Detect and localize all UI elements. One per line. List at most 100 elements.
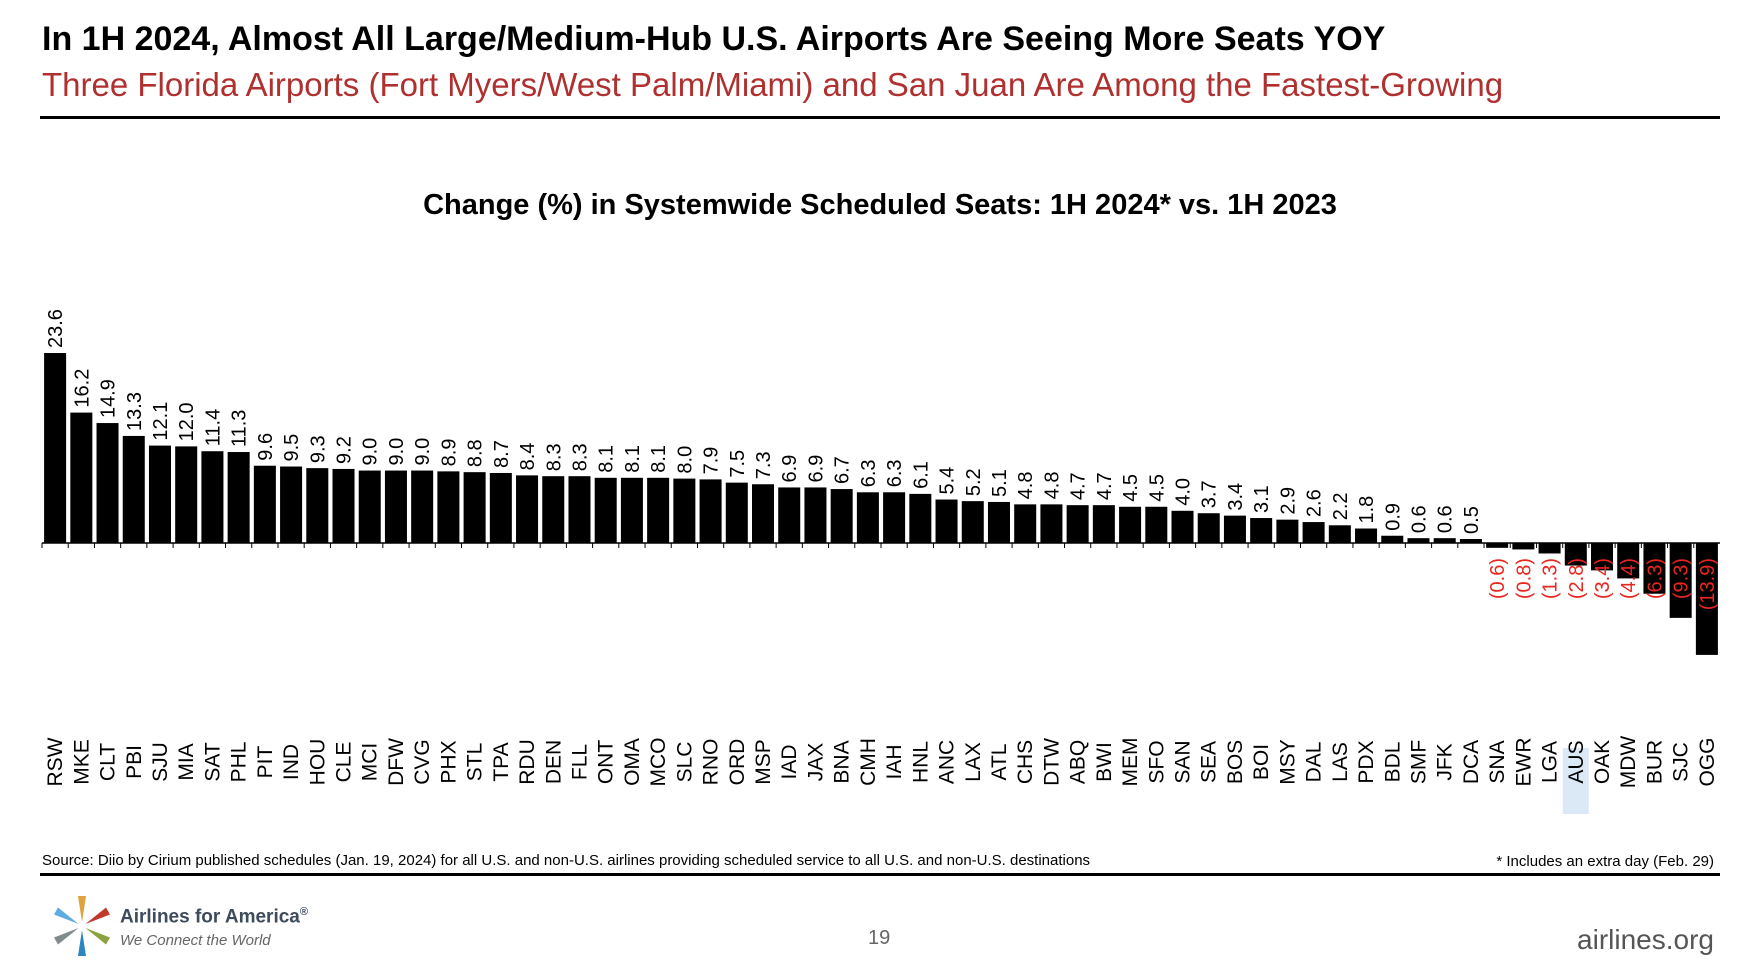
data-label: 9.6 — [255, 433, 277, 461]
data-label: 0.9 — [1382, 503, 1404, 531]
category-label: BUR — [1643, 740, 1666, 784]
category-label: JFK — [1434, 743, 1457, 780]
data-label: 9.5 — [281, 434, 303, 462]
category-label: MDW — [1617, 736, 1640, 789]
category-label: SLC — [673, 742, 696, 783]
category-label: SEA — [1198, 741, 1221, 783]
category-label: MSY — [1276, 739, 1299, 785]
category-label: OMA — [621, 738, 644, 786]
chart-title: Change (%) in Systemwide Scheduled Seats… — [423, 189, 1337, 221]
page-subtitle: Three Florida Airports (Fort Myers/West … — [42, 66, 1504, 103]
bar — [647, 477, 670, 543]
category-label: CLE — [333, 742, 356, 783]
category-label: ANC — [936, 740, 959, 784]
bar — [752, 484, 775, 544]
bar — [516, 475, 539, 543]
category-label: MKE — [70, 739, 93, 785]
category-label: PBI — [123, 745, 146, 779]
category-label: ABQ — [1067, 740, 1090, 784]
category-label: HNL — [909, 741, 932, 783]
header-divider — [40, 116, 1720, 119]
category-label: FLL — [568, 744, 591, 780]
footnote: * Includes an extra day (Feb. 29) — [1496, 853, 1714, 870]
category-label: HOU — [306, 739, 329, 786]
data-label: 2.6 — [1304, 489, 1326, 517]
bar — [830, 489, 853, 543]
data-label: 4.7 — [1068, 472, 1090, 500]
data-label: 23.6 — [45, 309, 67, 348]
data-label: 0.6 — [1408, 505, 1430, 533]
data-label: 4.8 — [1041, 472, 1063, 500]
brand-tagline: We Connect the World — [120, 932, 271, 949]
bar — [384, 470, 407, 543]
brand-name: Airlines for America® — [120, 906, 308, 928]
category-label: DAL — [1303, 742, 1326, 783]
category-label: DEN — [542, 740, 565, 784]
data-label: 8.1 — [622, 445, 644, 473]
category-label: ONT — [595, 740, 618, 785]
category-label: OAK — [1591, 740, 1614, 784]
category-label: IAD — [778, 744, 801, 779]
bar — [253, 465, 276, 543]
data-label: 6.9 — [805, 455, 827, 483]
category-label: PDX — [1355, 740, 1378, 783]
category-label: IAH — [883, 744, 906, 779]
category-label: BDL — [1381, 742, 1404, 783]
bar — [96, 423, 119, 544]
data-label: 8.4 — [517, 443, 539, 471]
data-label: (0.6) — [1487, 558, 1509, 599]
data-label: 6.7 — [832, 456, 854, 484]
bar — [1355, 528, 1378, 543]
source-note: Source: Diio by Cirium published schedul… — [42, 852, 1091, 869]
bar — [1591, 543, 1614, 571]
category-label: SFO — [1145, 740, 1168, 783]
bar — [332, 468, 355, 543]
bar — [856, 492, 879, 543]
data-label: 0.6 — [1435, 505, 1457, 533]
data-label: 9.3 — [307, 435, 329, 463]
bar — [1014, 504, 1037, 543]
bar — [122, 435, 145, 544]
category-label: CLT — [97, 743, 120, 781]
category-label: PIT — [254, 745, 277, 778]
data-label: 16.2 — [71, 369, 93, 408]
bar — [1092, 505, 1115, 543]
category-label: SJC — [1670, 742, 1693, 782]
category-label: ORD — [726, 739, 749, 786]
page-number: 19 — [868, 927, 891, 949]
bar — [1250, 518, 1273, 543]
category-label: DTW — [1040, 738, 1063, 786]
website-link[interactable]: airlines.org — [1577, 924, 1714, 955]
data-label: 8.9 — [438, 439, 460, 467]
data-label: 0.5 — [1461, 506, 1483, 534]
category-label: RNO — [700, 739, 723, 786]
data-label: 12.0 — [176, 402, 198, 441]
data-label: (9.3) — [1671, 558, 1693, 599]
data-label: 11.4 — [202, 409, 224, 446]
category-label: OGG — [1696, 737, 1719, 786]
bar — [1328, 525, 1351, 543]
bar — [1145, 506, 1168, 543]
bar — [883, 492, 906, 543]
category-label: SNA — [1486, 740, 1509, 783]
data-label: 4.7 — [1094, 472, 1116, 500]
bar — [1171, 510, 1194, 543]
data-label: (0.8) — [1513, 558, 1535, 599]
data-label: 7.3 — [753, 451, 775, 479]
bar — [804, 487, 827, 543]
category-label: PHX — [437, 740, 460, 783]
category-label: BOI — [1250, 744, 1273, 780]
bar — [673, 478, 696, 543]
data-label: 6.3 — [884, 459, 906, 487]
bar — [1695, 543, 1718, 655]
data-label: 4.8 — [1015, 472, 1037, 500]
category-label: MEM — [1119, 738, 1142, 787]
data-label: 2.9 — [1277, 487, 1299, 515]
data-label: 4.5 — [1146, 474, 1168, 502]
data-label: 6.1 — [910, 461, 932, 489]
data-label: 11.3 — [229, 410, 251, 447]
bar — [411, 470, 434, 543]
data-label: 5.2 — [963, 468, 985, 496]
bar — [44, 353, 67, 543]
data-label: 3.4 — [1225, 483, 1247, 511]
